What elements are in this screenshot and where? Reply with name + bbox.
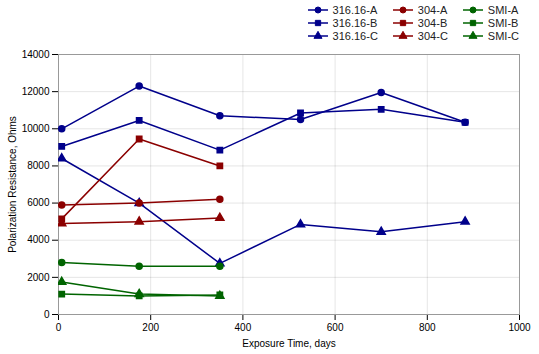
svg-text:4000: 4000 — [27, 234, 50, 245]
svg-text:14000: 14000 — [22, 49, 50, 60]
svg-text:0: 0 — [44, 309, 50, 320]
html-text:304-C: 304-C — [417, 30, 448, 42]
svg-text:800: 800 — [419, 322, 436, 333]
svg-text:0: 0 — [56, 322, 62, 333]
html-text:304-A: 304-A — [417, 4, 448, 16]
html-text:316.16-C: 316.16-C — [332, 30, 378, 42]
html-text:SMI-B: SMI-B — [487, 17, 519, 29]
svg-text:8000: 8000 — [27, 160, 50, 171]
svg-text:200: 200 — [142, 322, 159, 333]
html-text:SMI-A: SMI-A — [487, 4, 519, 16]
svg-text:Polarization Resistance, Ohms: Polarization Resistance, Ohms — [7, 116, 18, 253]
svg-text:1000: 1000 — [508, 322, 531, 333]
html-text:SMI-C: SMI-C — [487, 30, 519, 42]
svg-text:2000: 2000 — [27, 272, 50, 283]
html-text:316.16-A: 316.16-A — [332, 4, 378, 16]
svg-text:6000: 6000 — [27, 197, 50, 208]
svg-text:400: 400 — [235, 322, 252, 333]
html-text:304-B: 304-B — [417, 17, 448, 29]
svg-text:Exposure Time, days: Exposure Time, days — [242, 338, 335, 349]
svg-text:10000: 10000 — [22, 123, 50, 134]
svg-text:600: 600 — [327, 322, 344, 333]
html-text:316.16-B: 316.16-B — [332, 17, 378, 29]
svg-text:12000: 12000 — [22, 86, 50, 97]
